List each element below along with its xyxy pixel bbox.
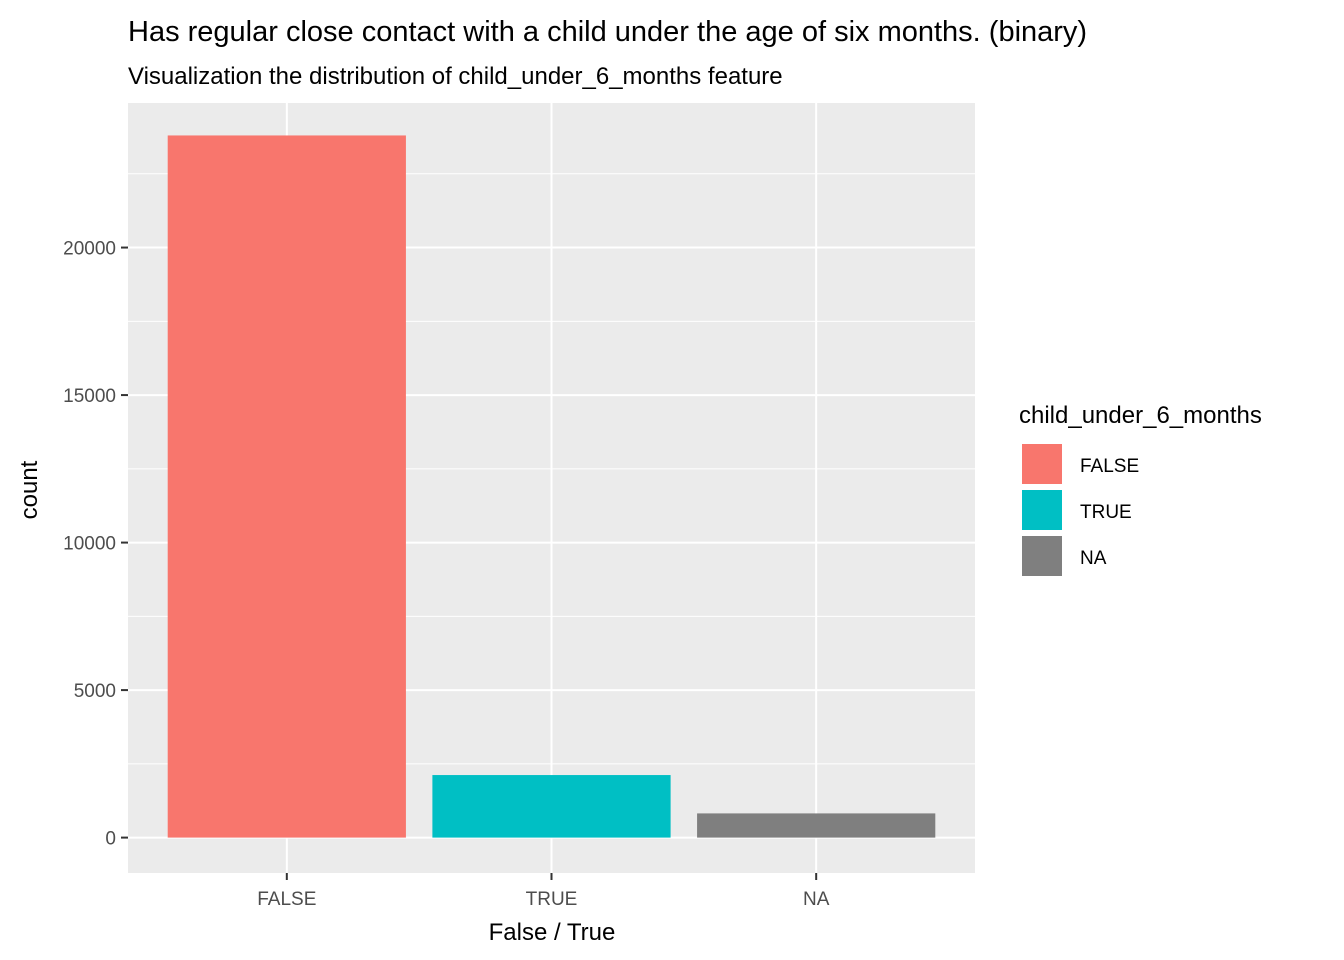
bar-true bbox=[432, 775, 671, 838]
bars-group bbox=[167, 135, 936, 838]
legend-swatch-true bbox=[1022, 490, 1062, 530]
y-axis-title: count bbox=[16, 460, 43, 519]
x-axis-title: False / True bbox=[489, 919, 616, 946]
legend-title: child_under_6_months bbox=[1019, 402, 1262, 429]
legend: child_under_6_months FALSE TRUE NA bbox=[1019, 402, 1262, 578]
x-tick-label: FALSE bbox=[257, 889, 316, 910]
y-tick-label: 15000 bbox=[63, 386, 116, 407]
bar-na bbox=[697, 813, 936, 838]
y-tick-label: 10000 bbox=[63, 534, 116, 555]
x-tick-label: NA bbox=[803, 889, 830, 910]
y-tick-label: 20000 bbox=[63, 239, 116, 260]
legend-label: NA bbox=[1080, 548, 1107, 569]
chart-title: Has regular close contact with a child u… bbox=[128, 16, 1087, 48]
legend-swatch-false bbox=[1022, 444, 1062, 484]
x-tick-label: TRUE bbox=[526, 889, 578, 910]
legend-label: FALSE bbox=[1080, 456, 1139, 477]
y-tick-label: 5000 bbox=[74, 681, 116, 702]
x-axis: FALSE TRUE NA bbox=[257, 873, 830, 910]
chart-subtitle: Visualization the distribution of child_… bbox=[128, 63, 783, 90]
bar-false bbox=[167, 135, 406, 838]
y-tick-label: 0 bbox=[105, 829, 116, 850]
legend-label: TRUE bbox=[1080, 502, 1132, 523]
legend-swatch-na bbox=[1022, 536, 1062, 576]
y-axis: 0 5000 10000 15000 20000 bbox=[63, 239, 128, 850]
